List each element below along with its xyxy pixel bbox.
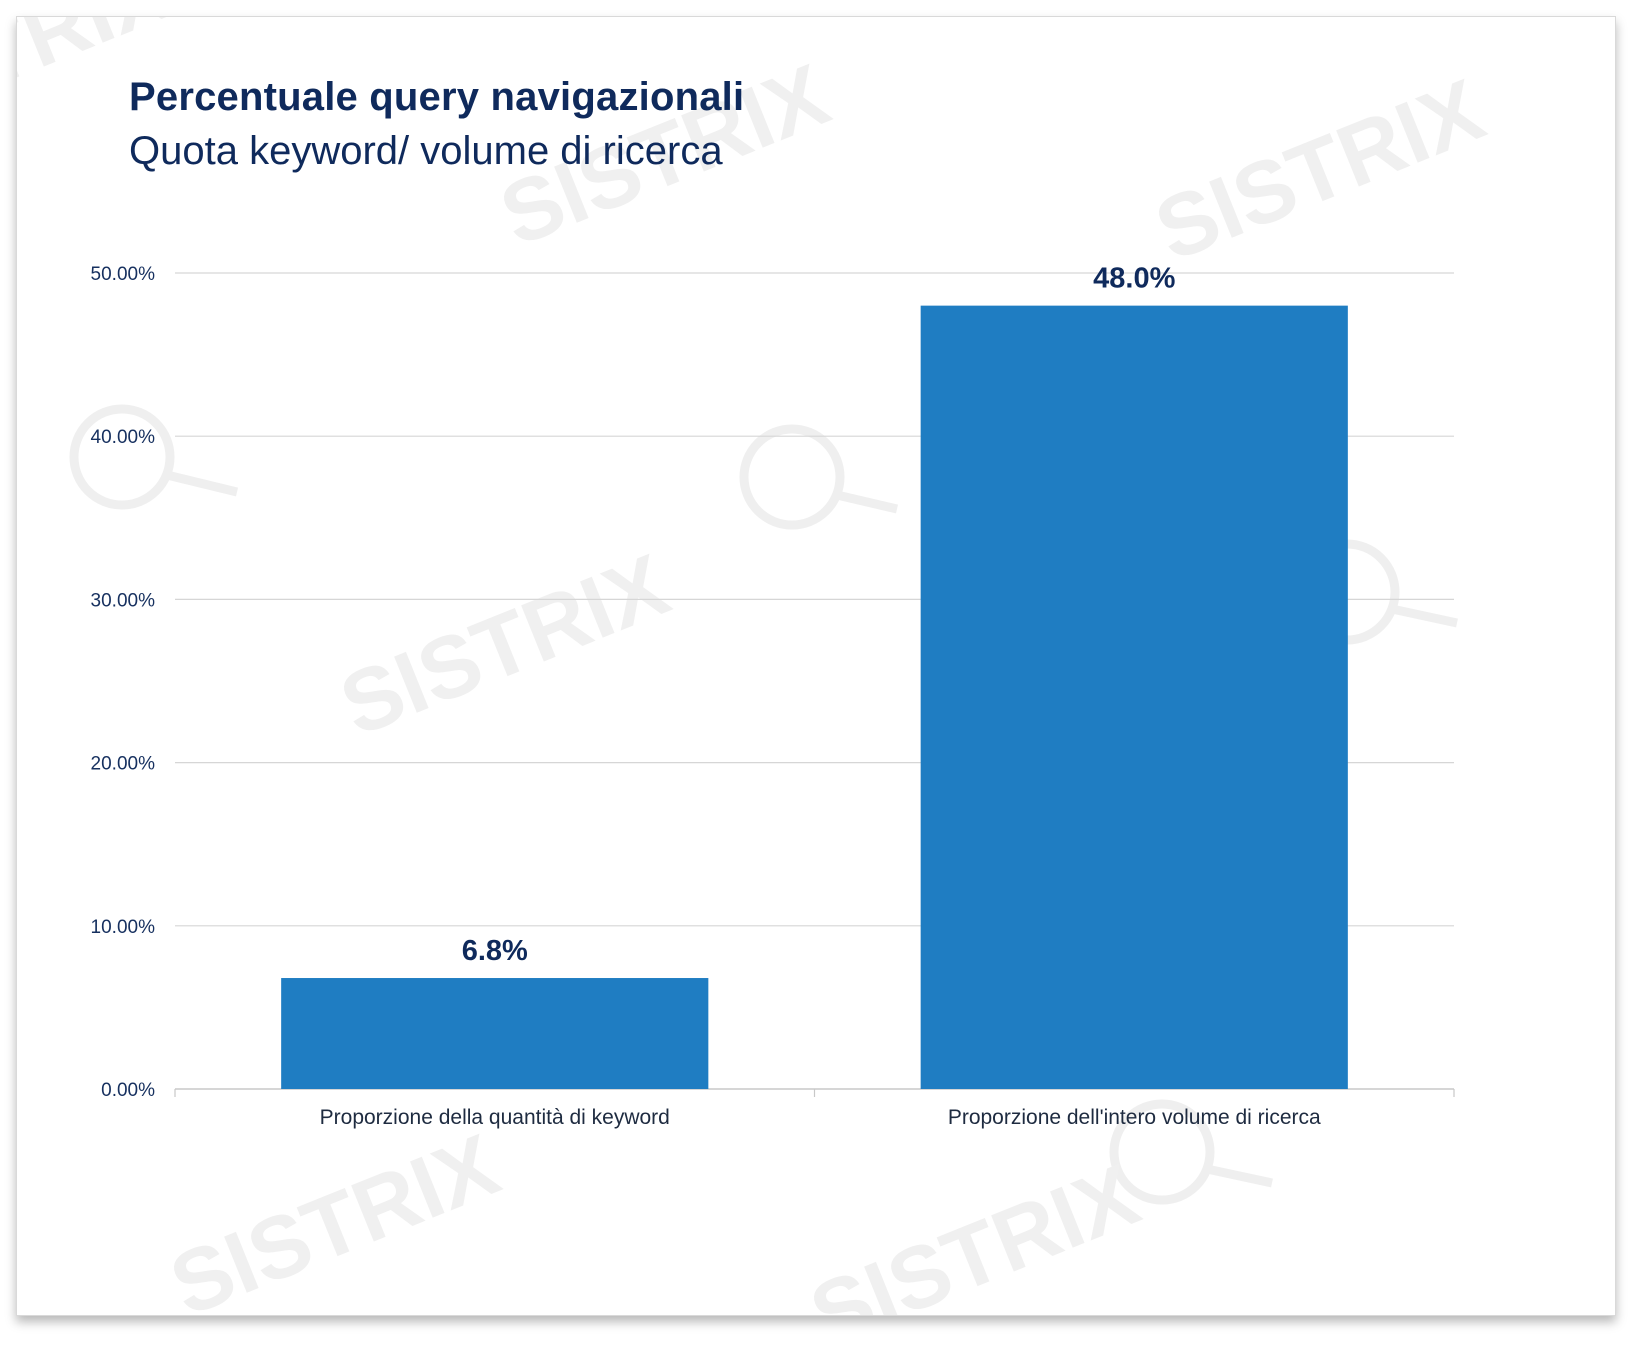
- y-tick-label: 50.00%: [91, 264, 156, 285]
- chart-title: Percentuale query navigazionali: [129, 75, 745, 119]
- bar: [920, 305, 1348, 1089]
- x-tick-label: Proporzione della quantità di keyword: [320, 1106, 670, 1129]
- bar: [281, 978, 709, 1089]
- data-label: 48.0%: [1093, 263, 1175, 295]
- chart-subtitle: Quota keyword/ volume di ricerca: [129, 129, 723, 173]
- y-tick-label: 0.00%: [101, 1080, 155, 1101]
- chart-card: SISTRIX SISTRIX SISTRIX SISTRIX SISTRIX …: [16, 16, 1616, 1316]
- x-tick-label: Proporzione dell'intero volume di ricerc…: [948, 1106, 1321, 1129]
- bar-chart: 0.00% 10.00% 20.00% 30.00% 40.00% 50.00% 6.8% P…: [91, 263, 1455, 1129]
- y-tick-label: 40.00%: [91, 427, 156, 448]
- y-tick-label: 20.00%: [91, 754, 156, 775]
- data-label: 6.8%: [462, 935, 528, 967]
- y-tick-label: 10.00%: [91, 917, 156, 938]
- y-tick-label: 30.00%: [91, 590, 156, 611]
